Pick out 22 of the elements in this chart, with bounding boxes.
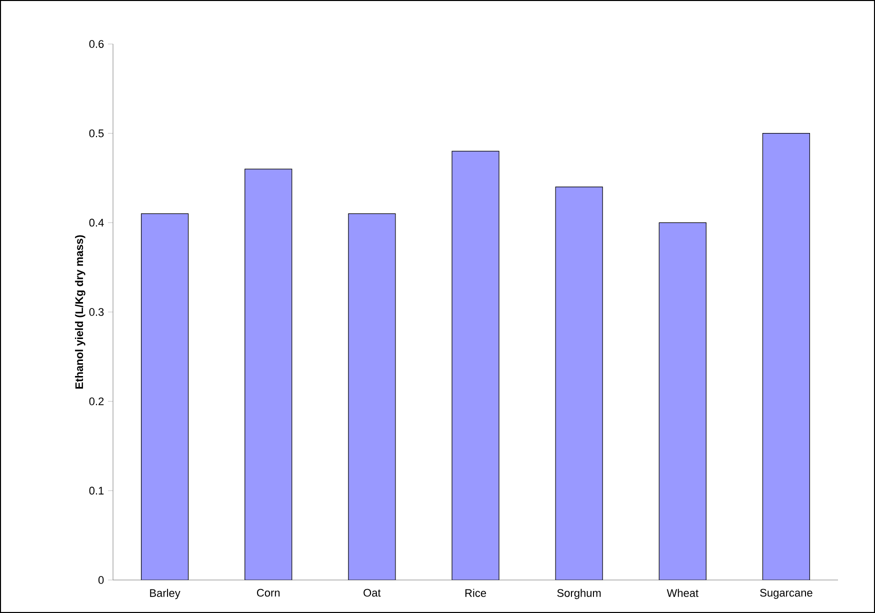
x-tick-label: Corn: [257, 588, 280, 597]
y-tick-label: 0: [98, 576, 104, 584]
bar: [244, 168, 292, 580]
x-tick-label: Rice: [465, 588, 486, 597]
y-tick-label: 0.2: [89, 397, 104, 406]
bar: [555, 186, 603, 580]
y-axis-title: Ethanol yield (L/Kg dry mass): [75, 235, 86, 389]
x-tick-label: Sorghum: [557, 588, 601, 600]
y-tick-label: 0.3: [89, 308, 104, 316]
x-tick-label: Barley: [150, 588, 180, 600]
bar: [140, 213, 189, 580]
y-tick-label: 0.4: [89, 218, 104, 227]
y-tick-label: 0.1: [89, 486, 104, 495]
bar: [658, 222, 706, 580]
x-tick-label: Wheat: [666, 588, 698, 597]
y-tick-label: 0.5: [89, 129, 104, 138]
bar: [762, 133, 810, 580]
x-tick-label: Sugarcane: [760, 588, 812, 599]
x-tick-label: Oat: [364, 588, 381, 597]
y-tick-label: 0.6: [89, 40, 104, 48]
bar: [348, 213, 396, 580]
bar: [452, 150, 500, 580]
